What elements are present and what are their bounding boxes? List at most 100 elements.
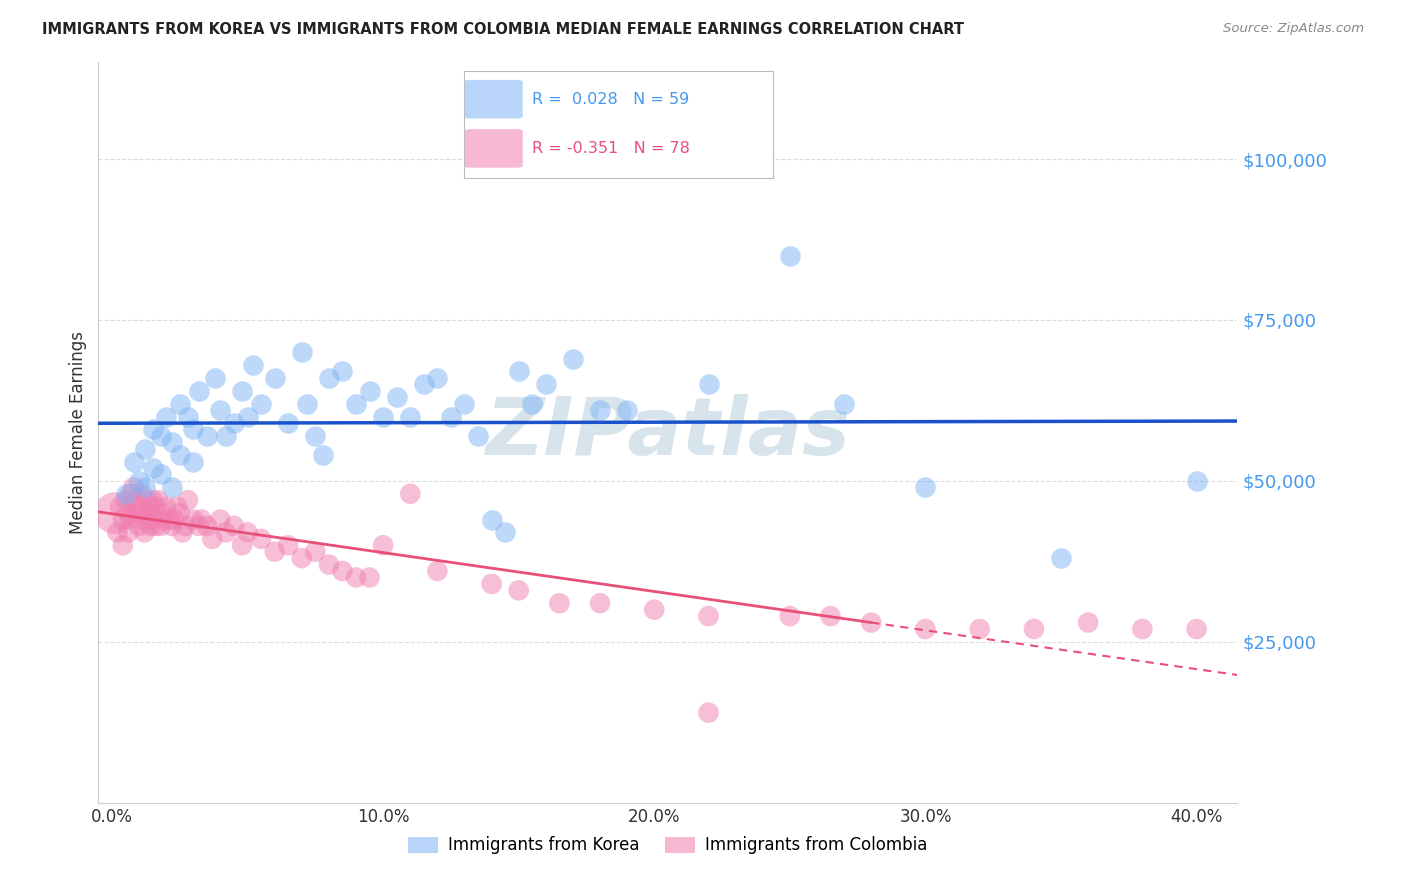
Point <box>222 519 245 533</box>
Point <box>190 512 212 526</box>
Point <box>134 525 156 540</box>
Point <box>125 506 148 520</box>
Point <box>128 500 150 514</box>
Point <box>172 525 194 540</box>
Point <box>107 525 129 540</box>
Point <box>1132 622 1154 636</box>
Point <box>250 397 273 411</box>
Point <box>297 397 319 411</box>
Point <box>304 429 326 443</box>
Point <box>914 480 936 494</box>
Point <box>697 609 720 624</box>
Point <box>236 525 259 540</box>
Point <box>312 448 335 462</box>
Point <box>231 538 253 552</box>
Point <box>643 602 665 616</box>
Point <box>318 371 340 385</box>
Legend: Immigrants from Korea, Immigrants from Colombia: Immigrants from Korea, Immigrants from C… <box>402 830 934 861</box>
Point <box>157 512 180 526</box>
Point <box>134 480 156 494</box>
Point <box>616 403 638 417</box>
Point <box>122 454 145 468</box>
Point <box>128 474 150 488</box>
Point <box>332 364 354 378</box>
Point <box>163 512 186 526</box>
Point <box>412 377 434 392</box>
Point <box>160 435 183 450</box>
Point <box>385 390 408 404</box>
Point <box>177 493 200 508</box>
Point <box>111 538 134 552</box>
Point <box>183 454 205 468</box>
Point <box>371 409 394 424</box>
Point <box>399 487 422 501</box>
Point <box>277 538 299 552</box>
Point <box>169 448 191 462</box>
Point <box>263 545 285 559</box>
Point <box>359 570 381 584</box>
Point <box>914 622 936 636</box>
Point <box>215 525 238 540</box>
Point <box>201 532 224 546</box>
Point <box>1050 551 1073 566</box>
Point <box>111 512 134 526</box>
Point <box>1077 615 1099 630</box>
Point <box>344 570 367 584</box>
Point <box>371 538 394 552</box>
Point <box>332 564 354 578</box>
Point <box>166 500 188 514</box>
Point <box>125 493 148 508</box>
Point <box>204 371 226 385</box>
Point <box>160 519 183 533</box>
Point <box>277 416 299 430</box>
Point <box>494 525 516 540</box>
Point <box>122 480 145 494</box>
Point <box>231 384 253 398</box>
Point <box>250 532 273 546</box>
Point <box>145 519 167 533</box>
Point <box>291 345 314 359</box>
Point <box>304 545 326 559</box>
Point <box>359 384 381 398</box>
Point <box>149 467 172 482</box>
Point <box>142 512 165 526</box>
Point <box>236 409 259 424</box>
Point <box>209 512 232 526</box>
Point <box>195 519 218 533</box>
Point <box>177 409 200 424</box>
Point <box>134 442 156 456</box>
Point <box>215 429 238 443</box>
Point <box>142 493 165 508</box>
Point <box>145 500 167 514</box>
Point <box>318 558 340 572</box>
Point <box>152 512 174 526</box>
Point <box>117 525 139 540</box>
Point <box>589 403 612 417</box>
Point <box>117 506 139 520</box>
FancyBboxPatch shape <box>464 129 523 168</box>
Point <box>183 512 205 526</box>
Text: R = -0.351   N = 78: R = -0.351 N = 78 <box>531 141 690 156</box>
Point <box>242 358 264 372</box>
Point <box>149 506 172 520</box>
Point <box>548 596 571 610</box>
Text: IMMIGRANTS FROM KOREA VS IMMIGRANTS FROM COLOMBIA MEDIAN FEMALE EARNINGS CORRELA: IMMIGRANTS FROM KOREA VS IMMIGRANTS FROM… <box>42 22 965 37</box>
Point <box>1185 474 1208 488</box>
Point <box>697 377 720 392</box>
Point <box>481 512 503 526</box>
Point <box>131 487 153 501</box>
Point <box>142 461 165 475</box>
Point <box>155 409 177 424</box>
Point <box>149 519 172 533</box>
Point <box>508 583 530 598</box>
Point <box>222 416 245 430</box>
Text: ZIPatlas: ZIPatlas <box>485 393 851 472</box>
Point <box>155 500 177 514</box>
Point <box>128 519 150 533</box>
Point <box>146 493 169 508</box>
Point <box>263 371 285 385</box>
Point <box>131 506 153 520</box>
Point <box>136 493 159 508</box>
Point <box>149 429 172 443</box>
Y-axis label: Median Female Earnings: Median Female Earnings <box>69 331 87 534</box>
